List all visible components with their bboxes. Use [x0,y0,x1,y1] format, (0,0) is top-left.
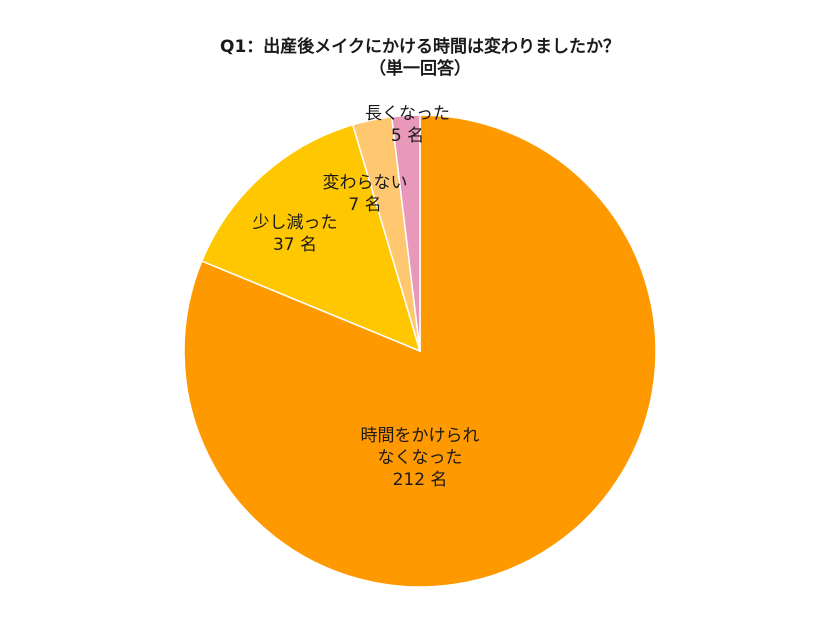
chart-subtitle: （単一回答） [369,59,471,79]
data-label-longer: 長くなった 5 名 [365,104,450,146]
pie-slice-1 [200,123,422,353]
pie-slices [183,114,657,588]
data-label-slightly-reduced: 少し減った 37 名 [252,213,338,255]
data-label-time-reduced: 時間をかけられ なくなった 212 名 [360,426,480,490]
data-label-unchanged: 変わらない 7 名 [322,173,408,215]
chart-title: Q1：出産後メイクにかける時間は変わりましたか？ （単一回答） [0,36,840,80]
chart-title-main: Q1：出産後メイクにかける時間は変わりましたか？ [220,37,620,57]
pie-slice-3 [390,114,421,352]
